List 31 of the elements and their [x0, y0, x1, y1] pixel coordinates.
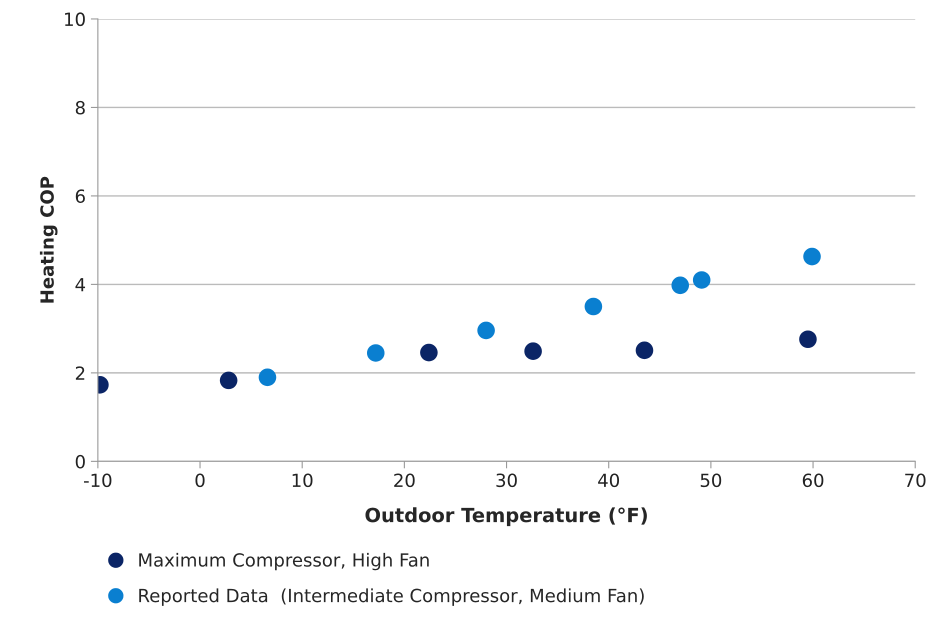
y-tick-label: 2 [76, 366, 84, 380]
point [477, 322, 495, 340]
y-tick-label: 0 [76, 454, 85, 468]
y-tick-label: 8 [76, 100, 85, 115]
point [366, 344, 385, 362]
x-tick-label: -10 [84, 473, 112, 488]
legend-label: Reported Data (Intermediate Compressor, Medium Fan) [139, 588, 644, 606]
point [220, 372, 238, 390]
x-axis-title: Outdoor Temperature (°F) [365, 507, 647, 526]
y-tick-label: 4 [75, 278, 86, 292]
x-tick-label: 60 [802, 473, 824, 488]
y-tick-label: 6 [76, 189, 85, 204]
x-tick-label: 30 [496, 473, 517, 488]
point [258, 368, 276, 386]
point [692, 271, 710, 289]
point [803, 248, 821, 266]
x-tick-label: 70 [905, 473, 926, 488]
point [524, 342, 542, 360]
x-tick-label: 10 [292, 473, 312, 488]
y-axis-title: Heating COP [40, 176, 58, 303]
point [671, 276, 690, 294]
legend-label: Maximum Compressor, High Fan [139, 552, 429, 570]
point [799, 330, 817, 348]
point [584, 298, 602, 316]
point [636, 342, 654, 360]
x-tick-label: 40 [598, 473, 619, 488]
point [420, 344, 438, 362]
x-tick-label: 50 [700, 473, 722, 488]
y-tick-label: 10 [65, 12, 85, 26]
x-tick-label: 0 [195, 473, 205, 488]
x-tick-label: 20 [394, 473, 415, 488]
